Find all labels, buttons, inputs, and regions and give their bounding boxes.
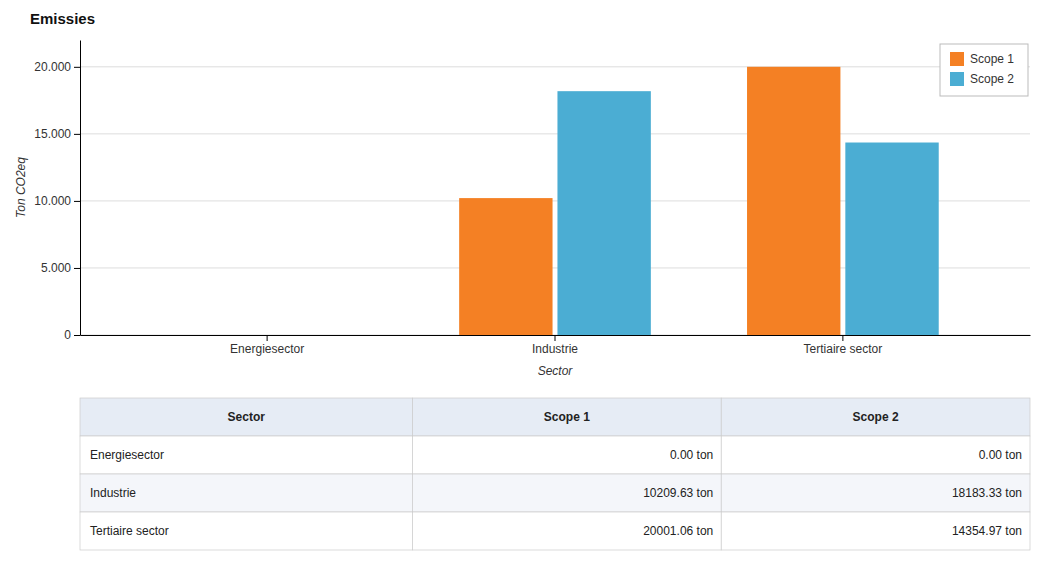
tick-label: Energiesector <box>230 342 304 356</box>
series <box>557 91 938 335</box>
legend-label: Scope 2 <box>970 72 1014 86</box>
bar <box>171 335 264 336</box>
tick-mark <box>74 67 80 68</box>
table-cell <box>721 436 1030 474</box>
tick: Industrie <box>532 335 578 356</box>
grid <box>80 67 1030 335</box>
legend-swatch <box>950 52 964 66</box>
tick-mark <box>74 268 80 269</box>
table-cell <box>413 436 722 474</box>
tick-mark <box>74 335 80 336</box>
x-axis-title: Sector <box>538 364 574 378</box>
table-cell <box>721 474 1030 512</box>
tick: 0 <box>64 328 80 342</box>
legend-swatch <box>950 72 964 86</box>
tick-mark <box>555 335 556 341</box>
bar <box>459 198 552 335</box>
tick-label: 0 <box>64 328 71 342</box>
plot: 0 5.000 10.000 15.000 20.000 Energiesector Ind… <box>14 41 1031 379</box>
tick: 5.000 <box>41 261 80 275</box>
bar <box>845 143 938 335</box>
table-header: Scope 2 <box>853 410 899 424</box>
legend-item: Scope 2 <box>950 72 1014 86</box>
table-header: Scope 1 <box>544 410 590 424</box>
tick: Energiesector <box>230 335 304 356</box>
table-text: Energiesector <box>90 448 164 462</box>
table-cell <box>413 512 722 550</box>
table-cell <box>721 398 1030 436</box>
grid-line <box>80 133 1030 134</box>
table-text: 14354.97 ton <box>952 524 1022 538</box>
table-cell <box>80 436 413 474</box>
tick: Tertiaire sector <box>804 335 883 356</box>
y-axis: 0 5.000 10.000 15.000 20.000 <box>34 41 80 343</box>
tick-label: 20.000 <box>34 60 71 74</box>
table-cell <box>80 398 413 436</box>
table-text: 0.00 ton <box>670 448 713 462</box>
table-cell <box>413 474 722 512</box>
table-cell <box>413 398 722 436</box>
bar <box>270 335 363 336</box>
tick-label: Industrie <box>532 342 578 356</box>
table-text: 0.00 ton <box>979 448 1022 462</box>
tick-mark <box>267 335 268 341</box>
table-cell <box>721 512 1030 550</box>
table: Sector Scope 1 Scope 2 Energiesector 0.00 to… <box>80 398 1030 550</box>
bar <box>557 91 650 335</box>
table-cell <box>80 512 413 550</box>
legend-item: Scope 1 <box>950 52 1014 66</box>
bars <box>459 67 939 335</box>
y-axis-title: Ton CO2eq <box>14 157 28 218</box>
table-text: 10209.63 ton <box>643 486 713 500</box>
grid-line <box>80 66 1030 67</box>
table-text: 20001.06 ton <box>643 524 713 538</box>
tick-mark <box>74 134 80 135</box>
chart: Emissies 0 5.000 10.000 15.000 20.000 Energies… <box>0 0 1060 567</box>
tick: 15.000 <box>34 127 80 141</box>
tick: 20.000 <box>34 60 80 74</box>
table-text: 18183.33 ton <box>952 486 1022 500</box>
legend: Scope 1 Scope 2 <box>940 44 1028 96</box>
legend-label: Scope 1 <box>970 52 1014 66</box>
tick-mark <box>842 335 843 341</box>
tick-label: 15.000 <box>34 127 71 141</box>
tick-label: 10.000 <box>34 194 71 208</box>
title: Emissies <box>30 10 95 27</box>
tick-mark <box>74 201 80 202</box>
tick-label: Tertiaire sector <box>804 342 883 356</box>
tick: 10.000 <box>34 194 80 208</box>
x-axis: Energiesector Industrie Tertiaire sector <box>81 335 1031 356</box>
legend-frame <box>940 44 1028 96</box>
table-header: Sector <box>228 410 266 424</box>
tick-label: 5.000 <box>41 261 71 275</box>
table-cell <box>80 474 413 512</box>
table-text: Industrie <box>90 486 136 500</box>
series <box>459 67 840 335</box>
axis-line <box>80 41 81 336</box>
bar <box>747 67 840 335</box>
table-text: Tertiaire sector <box>90 524 169 538</box>
